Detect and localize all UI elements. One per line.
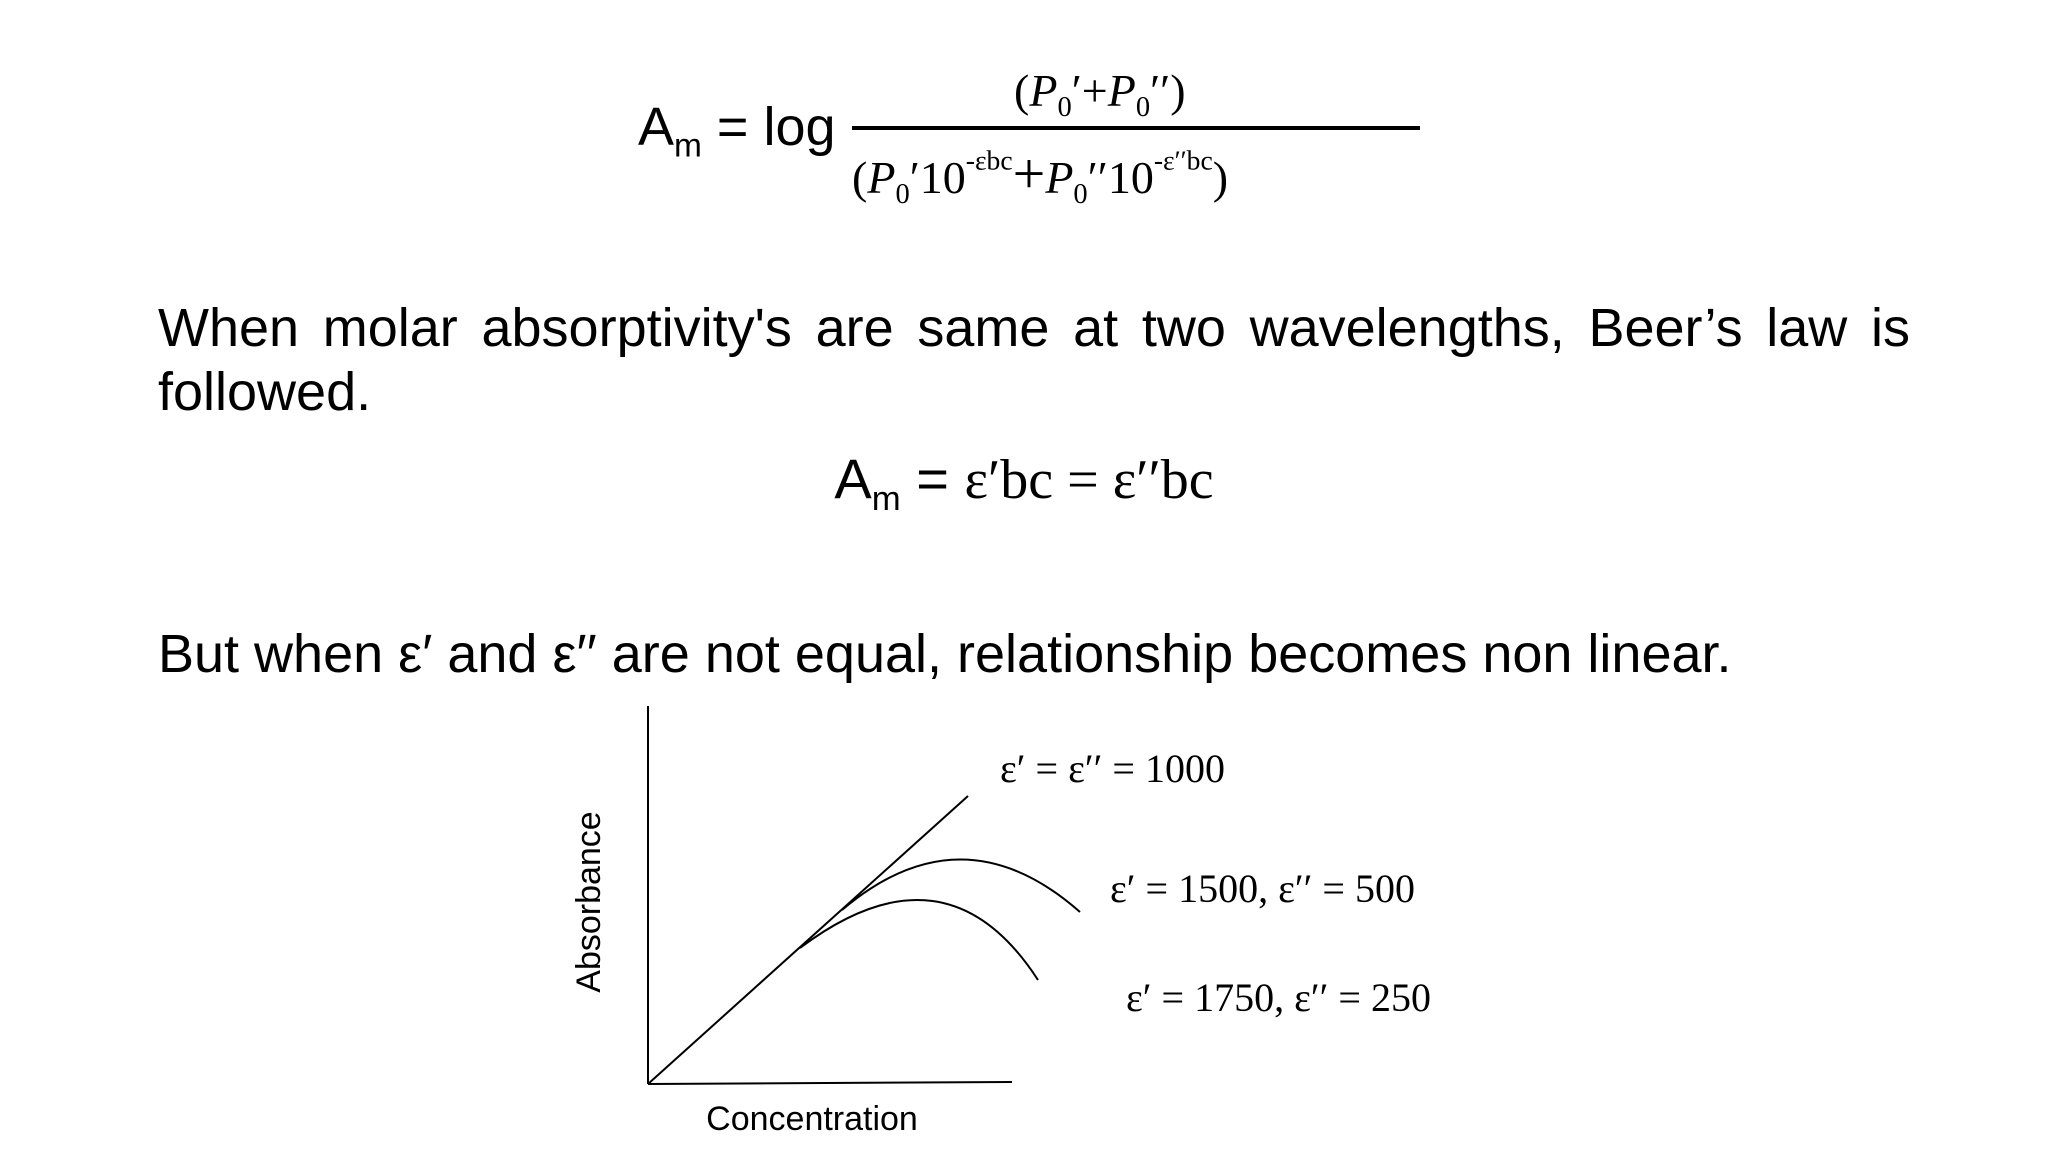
paragraph-beers-law: When molar absorptivity's are same at tw… [158, 298, 1910, 422]
den-P1: P [867, 152, 896, 203]
eq2-rhs: ε′bc = ε′′bc [964, 449, 1214, 511]
num-sub2: 0 [1135, 91, 1151, 123]
eq2-subscript-m: m [871, 480, 901, 519]
num-prime1: ′ [1071, 65, 1082, 116]
den-open-paren: ( [852, 152, 868, 203]
x-axis [647, 1081, 1013, 1085]
x-axis-label: Concentration [706, 1100, 918, 1138]
den-exp1: -εbc [965, 144, 1013, 176]
equation-1-numerator: (P0′+P0′′) [1014, 64, 1186, 124]
label-curve-1750-250: ε′ = 1750, ε′′ = 250 [1126, 975, 1431, 1020]
y-axis-label: Absorbance [570, 811, 608, 992]
num-plus: + [1081, 65, 1108, 116]
eq1-subscript-m: m [674, 127, 702, 165]
paragraph-nonlinear: But when ε′ and ε′′ are not equal, relat… [158, 624, 1732, 684]
equation-2: Am = ε′bc = ε′′bc [0, 446, 2048, 519]
den-sub2: 0 [1073, 178, 1088, 210]
den-exp2: -ε′′bc [1153, 144, 1213, 176]
equation-1-lhs: Am = log [638, 96, 836, 166]
fraction-bar [852, 126, 1420, 130]
den-sub1: 0 [895, 178, 910, 210]
eq2-A: A [834, 447, 872, 510]
curve-1500-500 [841, 858, 1081, 913]
label-curve-1500-500: ε′ = 1500, ε′′ = 500 [1110, 866, 1415, 911]
curve-linear [647, 795, 969, 1085]
equation-1-denominator: (P0′10-εbc+P0′′10-ε′′bc) [852, 140, 1228, 211]
eq1-A: A [638, 97, 675, 157]
den-ten2: 10 [1107, 152, 1154, 203]
curve-1750-250 [799, 899, 1039, 981]
num-close-paren: ) [1170, 65, 1186, 116]
den-close-paren: ) [1212, 152, 1229, 203]
den-plus: + [1012, 141, 1046, 206]
num-P1: P [1029, 65, 1058, 116]
num-sub1: 0 [1057, 91, 1072, 123]
den-ten1: 10 [919, 152, 966, 203]
eq1-equals-log: = log [701, 97, 836, 157]
label-curve-linear: ε′ = ε′′ = 1000 [1000, 746, 1225, 791]
den-P2: P [1045, 152, 1074, 203]
num-prime2: ′′ [1150, 65, 1171, 116]
eq2-equals: = [900, 447, 965, 510]
num-P2: P [1107, 65, 1136, 116]
den-prime1: ′ [909, 152, 920, 203]
den-prime2: ′′ [1087, 152, 1108, 203]
num-open-paren: ( [1014, 65, 1030, 116]
